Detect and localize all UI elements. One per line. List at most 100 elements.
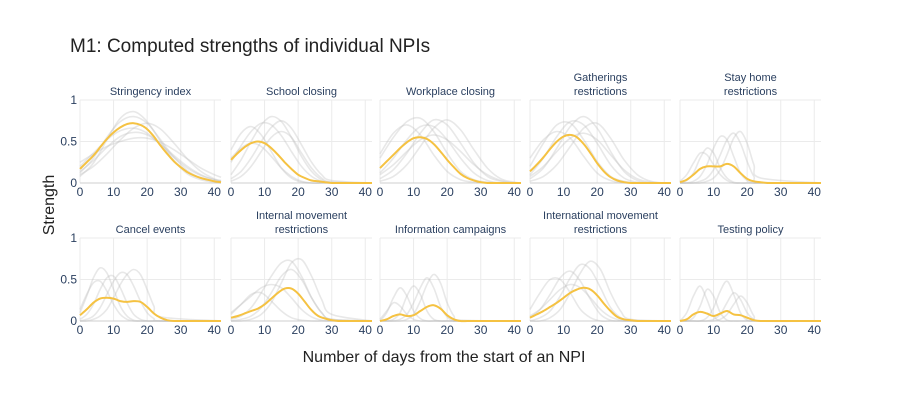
mean-line: [379, 136, 521, 185]
x-tick-label: 40: [508, 185, 522, 199]
x-axis-title: Number of days from the start of an NPI: [303, 349, 586, 366]
run-line-1: [379, 287, 521, 322]
run-line-1: [679, 147, 821, 184]
chart-title: M1: Computed strengths of individual NPI…: [70, 36, 430, 57]
x-tick-label: 40: [508, 323, 522, 337]
panel-1: Stringency index 0 10 20 30 40 0 0.5 1: [60, 86, 221, 199]
x-tick-label: 10: [557, 323, 571, 337]
x-tick-label: 10: [258, 185, 272, 199]
panel-10: Testing policy 0 10 20 30 40: [677, 224, 822, 337]
panel-title: Workplace closing: [406, 86, 495, 98]
x-tick-label: 10: [707, 323, 721, 337]
x-tick-label: 40: [208, 323, 222, 337]
mean-line: [679, 310, 821, 323]
x-tick-label: 20: [140, 323, 154, 337]
x-tick-label: 40: [658, 323, 672, 337]
run-line-2: [679, 135, 821, 184]
x-tick-label: 30: [325, 185, 339, 199]
run-line-4: [79, 268, 222, 322]
run-line-1: [529, 270, 671, 322]
x-tick-label: 0: [77, 323, 84, 337]
run-line-4: [529, 260, 672, 323]
mean-line: [529, 286, 671, 323]
x-tick-label: 30: [474, 323, 488, 337]
x-tick-label: 20: [140, 185, 154, 199]
x-tick-label: 20: [291, 185, 305, 199]
run-line-2: [379, 285, 521, 322]
x-tick-label: 0: [377, 185, 384, 199]
panel-title: restrictions: [574, 86, 628, 98]
run-line-4: [680, 130, 822, 184]
x-tick-label: 40: [808, 185, 822, 199]
panel-2: School closing 0 10 20 30 40: [228, 86, 373, 199]
run-line-3: [379, 118, 522, 184]
run-line-3: [230, 268, 373, 322]
x-tick-label: 0: [677, 185, 684, 199]
y-tick-label: 0: [70, 176, 77, 190]
run-line-4: [230, 257, 373, 322]
x-tick-label: 30: [174, 323, 188, 337]
panel-title: Internal movement: [256, 210, 347, 222]
x-tick-label: 20: [440, 323, 454, 337]
x-tick-label: 40: [808, 323, 822, 337]
panel-title: Testing policy: [717, 224, 784, 236]
x-tick-label: 40: [359, 185, 373, 199]
panel-title: Stringency index: [110, 86, 192, 98]
x-tick-label: 30: [624, 323, 638, 337]
panel-6: Cancel events 0 10 20 30 40 0 0.5 1: [60, 224, 221, 337]
x-tick-label: 20: [590, 185, 604, 199]
panel-9: International movement restrictions 0 10 20 3…: [527, 210, 672, 337]
run-line-3: [79, 271, 222, 322]
x-tick-label: 30: [624, 185, 638, 199]
y-axis-title: Strength: [41, 175, 58, 235]
mean-line: [230, 140, 372, 185]
run-line-5: [379, 134, 522, 184]
run-line-4: [380, 273, 522, 322]
run-line-4: [79, 136, 222, 178]
run-line-4: [680, 291, 822, 322]
run-line-5: [230, 283, 373, 322]
run-line-3: [529, 277, 671, 323]
x-tick-label: 30: [774, 185, 788, 199]
run-line-5: [79, 279, 221, 322]
run-line-5: [379, 301, 521, 322]
run-line-4: [529, 121, 672, 184]
x-tick-label: 30: [474, 185, 488, 199]
x-tick-label: 0: [77, 185, 84, 199]
x-tick-label: 30: [325, 323, 339, 337]
mean-line: [529, 133, 671, 185]
panel-8: Information campaigns 0 10 20 30 40: [377, 224, 522, 337]
run-line-3: [380, 276, 521, 323]
run-line-5: [679, 151, 821, 184]
x-tick-label: 40: [658, 185, 672, 199]
y-tick-label: 1: [70, 93, 77, 107]
mean-line: [79, 296, 221, 323]
run-line-5: [79, 131, 222, 183]
run-line-2: [230, 125, 372, 184]
run-line-1: [529, 121, 671, 184]
y-tick-label: 0: [70, 314, 77, 328]
x-tick-label: 30: [774, 323, 788, 337]
panel-title: Stay home: [724, 72, 777, 84]
mean-line: [79, 122, 222, 184]
x-tick-label: 0: [677, 323, 684, 337]
panel-title: International movement: [543, 210, 658, 222]
x-tick-label: 0: [228, 185, 235, 199]
y-tick-label: 0.5: [60, 273, 77, 287]
run-line-5: [680, 295, 822, 323]
run-line-6: [79, 122, 222, 182]
panel-5: Stay home restrictions 0 10 20 30 40: [677, 72, 822, 199]
panel-title: restrictions: [724, 86, 778, 98]
x-tick-label: 0: [377, 323, 384, 337]
panel-title: restrictions: [275, 224, 329, 236]
run-line-4: [230, 120, 373, 184]
x-tick-label: 30: [174, 185, 188, 199]
run-line-6: [230, 130, 373, 184]
run-line-6: [379, 119, 522, 184]
x-tick-label: 40: [359, 323, 373, 337]
x-tick-label: 20: [291, 323, 305, 337]
x-tick-label: 10: [107, 323, 121, 337]
panel-3: Workplace closing 0 10 20 30 40: [377, 86, 522, 199]
